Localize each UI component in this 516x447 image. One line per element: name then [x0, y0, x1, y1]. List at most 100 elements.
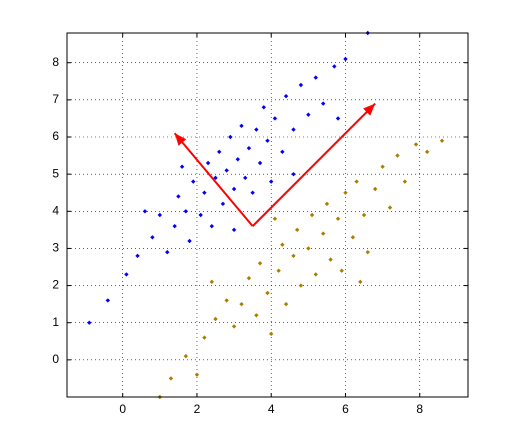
- point: [354, 179, 359, 184]
- point: [250, 190, 255, 195]
- point: [358, 279, 363, 285]
- y-tick-label: 0: [52, 352, 59, 366]
- point: [217, 149, 222, 155]
- y-tick-label: 1: [52, 315, 59, 329]
- point: [306, 246, 311, 251]
- plot-area: [67, 33, 468, 397]
- point: [257, 261, 263, 266]
- point: [269, 179, 274, 184]
- x-tick-label: 6: [342, 402, 349, 416]
- point: [168, 376, 174, 381]
- point: [231, 227, 237, 233]
- arrow: [173, 132, 254, 227]
- point: [298, 82, 304, 88]
- point: [183, 209, 189, 214]
- point: [135, 253, 140, 259]
- point: [231, 186, 237, 192]
- point: [365, 249, 370, 255]
- point: [424, 149, 430, 155]
- point: [335, 116, 341, 121]
- point: [265, 138, 270, 143]
- arrow: [251, 102, 376, 227]
- point: [276, 268, 281, 273]
- y-tick-label: 2: [52, 278, 59, 292]
- point: [183, 353, 189, 359]
- point: [313, 75, 318, 80]
- point: [205, 160, 211, 166]
- y-tick-label: 5: [52, 166, 59, 180]
- arrow-head: [174, 133, 187, 146]
- y-tick-label: 7: [52, 92, 59, 106]
- point: [343, 190, 348, 195]
- point: [202, 335, 207, 340]
- arrow-head: [363, 103, 376, 116]
- point: [198, 212, 203, 218]
- point: [328, 257, 333, 262]
- point: [157, 212, 163, 218]
- point: [176, 194, 181, 199]
- point: [298, 283, 304, 288]
- x-tick-label: 8: [416, 402, 423, 416]
- point: [280, 149, 285, 155]
- point: [228, 134, 233, 140]
- point: [239, 301, 244, 307]
- point: [124, 272, 129, 277]
- point: [343, 56, 348, 62]
- point: [320, 231, 326, 236]
- point: [439, 138, 445, 143]
- point: [283, 93, 289, 99]
- point: [402, 179, 408, 184]
- point: [213, 316, 218, 322]
- y-tick-label: 6: [52, 129, 59, 143]
- x-tick-label: 4: [268, 402, 275, 416]
- point: [220, 201, 226, 207]
- point: [246, 275, 252, 281]
- point: [239, 123, 244, 129]
- point: [372, 186, 378, 192]
- point: [213, 175, 218, 181]
- y-tick-label: 4: [52, 203, 59, 217]
- point: [243, 175, 248, 181]
- point: [291, 253, 296, 259]
- point: [280, 242, 285, 247]
- point: [191, 179, 196, 184]
- plot-frame: [66, 32, 469, 398]
- point: [361, 212, 367, 218]
- point: [257, 160, 263, 166]
- point: [224, 298, 229, 303]
- x-tick-label: 2: [194, 402, 201, 416]
- point: [265, 290, 270, 296]
- y-tick-label: 8: [52, 55, 59, 69]
- point: [291, 171, 296, 177]
- point: [224, 168, 229, 173]
- point: [283, 301, 289, 307]
- point: [339, 268, 344, 273]
- point: [413, 142, 419, 147]
- point: [350, 235, 356, 240]
- point: [309, 212, 315, 218]
- point: [172, 223, 177, 229]
- point: [272, 116, 278, 121]
- point: [291, 127, 296, 132]
- point: [261, 105, 266, 110]
- point: [165, 249, 170, 255]
- point: [246, 145, 252, 151]
- point: [306, 112, 311, 117]
- point: [272, 216, 278, 221]
- point: [295, 227, 300, 233]
- point: [320, 101, 326, 106]
- point: [179, 164, 185, 169]
- point: [269, 331, 274, 337]
- point: [209, 223, 215, 229]
- point: [332, 64, 337, 69]
- point: [142, 209, 148, 214]
- point: [209, 279, 215, 285]
- point: [187, 238, 192, 244]
- point: [231, 324, 237, 329]
- point: [105, 298, 111, 303]
- point: [194, 372, 200, 377]
- point: [387, 205, 393, 210]
- point: [254, 313, 259, 318]
- point: [87, 320, 92, 325]
